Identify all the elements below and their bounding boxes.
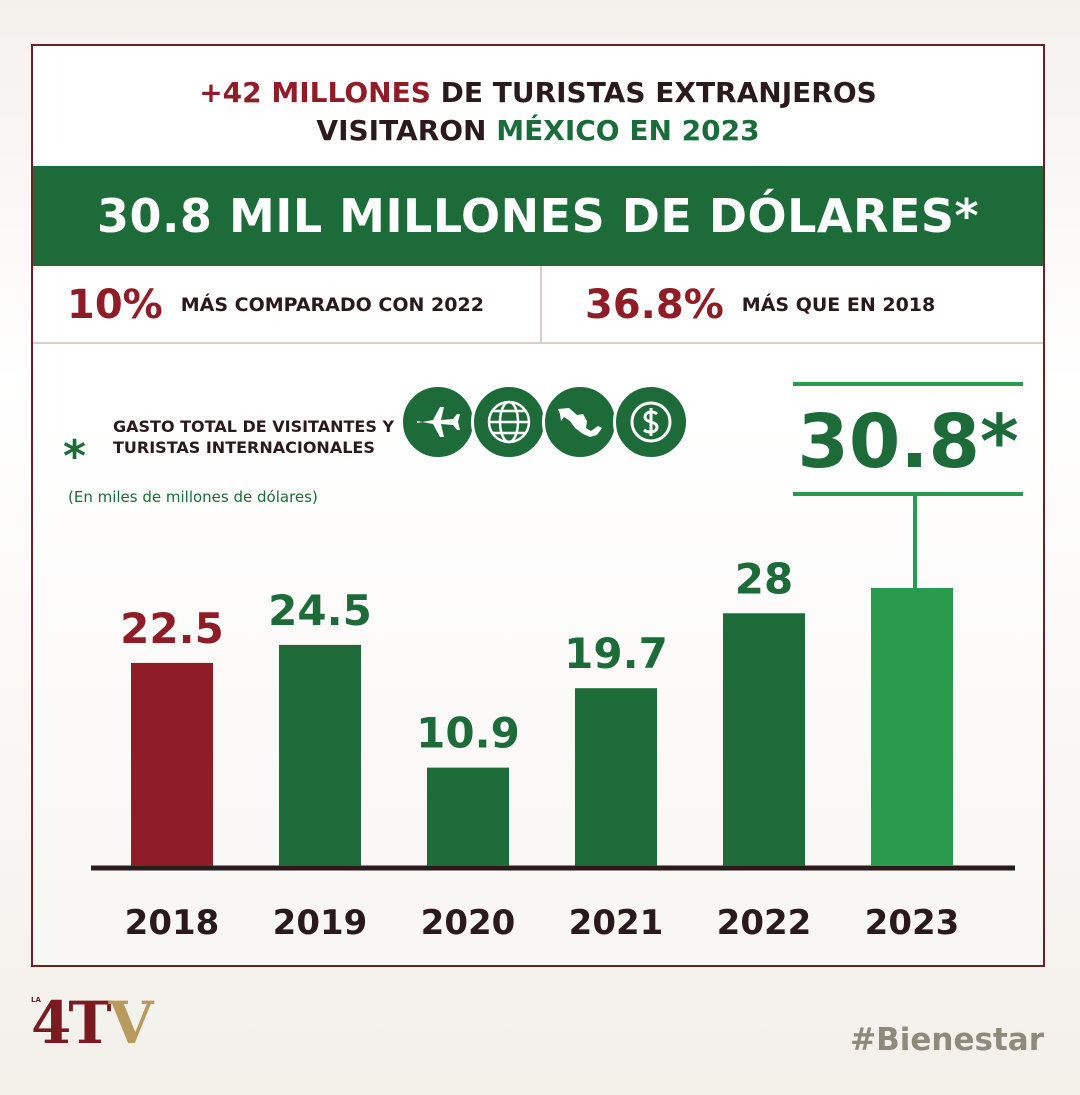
bar-2020 [427, 767, 509, 866]
x-tick-2019: 2019 [273, 903, 368, 943]
bar-2021 [575, 688, 657, 866]
highlight-value-2023: 30.8* [797, 399, 1019, 485]
total-banner: 30.8 MIL MILLONES DE DÓLARES* [33, 166, 1043, 266]
x-tick-2018: 2018 [125, 903, 220, 943]
stat-label: MÁS QUE EN 2018 [741, 294, 936, 316]
tourism-icons [400, 384, 689, 460]
logo-4t: 4T [31, 989, 112, 1057]
value-label-2018: 22.5 [120, 604, 224, 653]
stat-value: 10% [67, 282, 163, 328]
dollar-coin-icon [613, 384, 689, 460]
value-label-2019: 24.5 [268, 586, 372, 635]
airplane-icon [400, 384, 476, 460]
stat-vs-2022: 10% MÁS COMPARADO CON 2022 [67, 266, 484, 344]
bar-2023 [871, 588, 953, 866]
stat-label: MÁS COMPARADO CON 2022 [180, 294, 484, 316]
stat-vs-2018: 36.8% MÁS QUE EN 2018 [585, 266, 935, 344]
headline-line-1: +42 MILLONES DE TURISTAS EXTRANJEROS [33, 74, 1043, 112]
mexico-map-icon [542, 384, 618, 460]
bar-2019 [279, 644, 361, 866]
value-label-2020: 10.9 [416, 709, 520, 758]
legend-label: GASTO TOTAL DE VISITANTES Y TURISTAS INT… [113, 417, 395, 457]
globe-icon [471, 384, 547, 460]
bar-2018 [131, 662, 213, 866]
highlight-connector [913, 496, 917, 588]
headline-country-year: MÉXICO EN 2023 [496, 114, 760, 147]
bar-chart: 22.5 2018 24.5 2019 10.9 2020 19.7 2021 28 2022 20… [91, 554, 1015, 943]
stats-divider [540, 266, 542, 344]
headline-line-1-rest: DE TURISTAS EXTRANJEROS [430, 76, 877, 109]
logo-v: V [108, 989, 154, 1057]
headline: +42 MILLONES DE TURISTAS EXTRANJEROS VIS… [33, 74, 1043, 150]
tourist-count: +42 MILLONES [199, 76, 431, 109]
asterisk-icon: * [63, 431, 87, 482]
x-tick-2022: 2022 [717, 903, 812, 943]
legend-unit: (En miles de millones de dólares) [68, 488, 318, 506]
stats-row: 10% MÁS COMPARADO CON 2022 36.8% MÁS QUE… [33, 266, 1043, 344]
headline-line-2-start: VISITARON [316, 114, 497, 147]
hashtag: #Bienestar [850, 1022, 1044, 1058]
x-tick-2021: 2021 [569, 903, 664, 943]
headline-line-2: VISITARON MÉXICO EN 2023 [33, 112, 1043, 150]
x-tick-2020: 2020 [421, 903, 516, 943]
logo-main: 4TV [31, 993, 154, 1053]
value-label-2022: 28 [735, 554, 793, 603]
logo-small: LA [31, 996, 41, 1004]
bar-2022 [723, 613, 805, 866]
x-tick-2023: 2023 [865, 903, 960, 943]
logo-4tv: LA 4TV [31, 993, 154, 1053]
highlight-box: 30.8* [793, 382, 1023, 496]
infographic-card: +42 MILLONES DE TURISTAS EXTRANJEROS VIS… [31, 44, 1045, 967]
value-label-2021: 19.7 [564, 629, 668, 678]
stat-value: 36.8% [585, 282, 724, 328]
